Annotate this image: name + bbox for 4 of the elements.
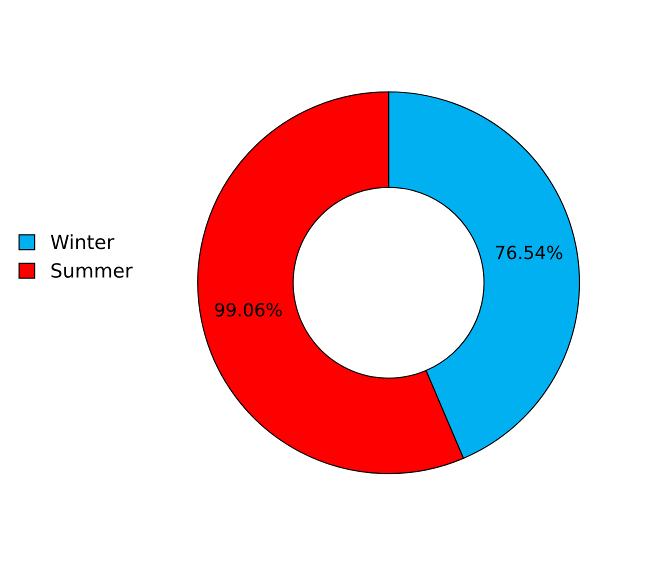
legend-label: Summer — [51, 263, 133, 278]
data-label: 76.54% — [496, 246, 562, 260]
data-label: 99.06% — [215, 302, 282, 317]
legend-label: Winter — [50, 234, 114, 250]
